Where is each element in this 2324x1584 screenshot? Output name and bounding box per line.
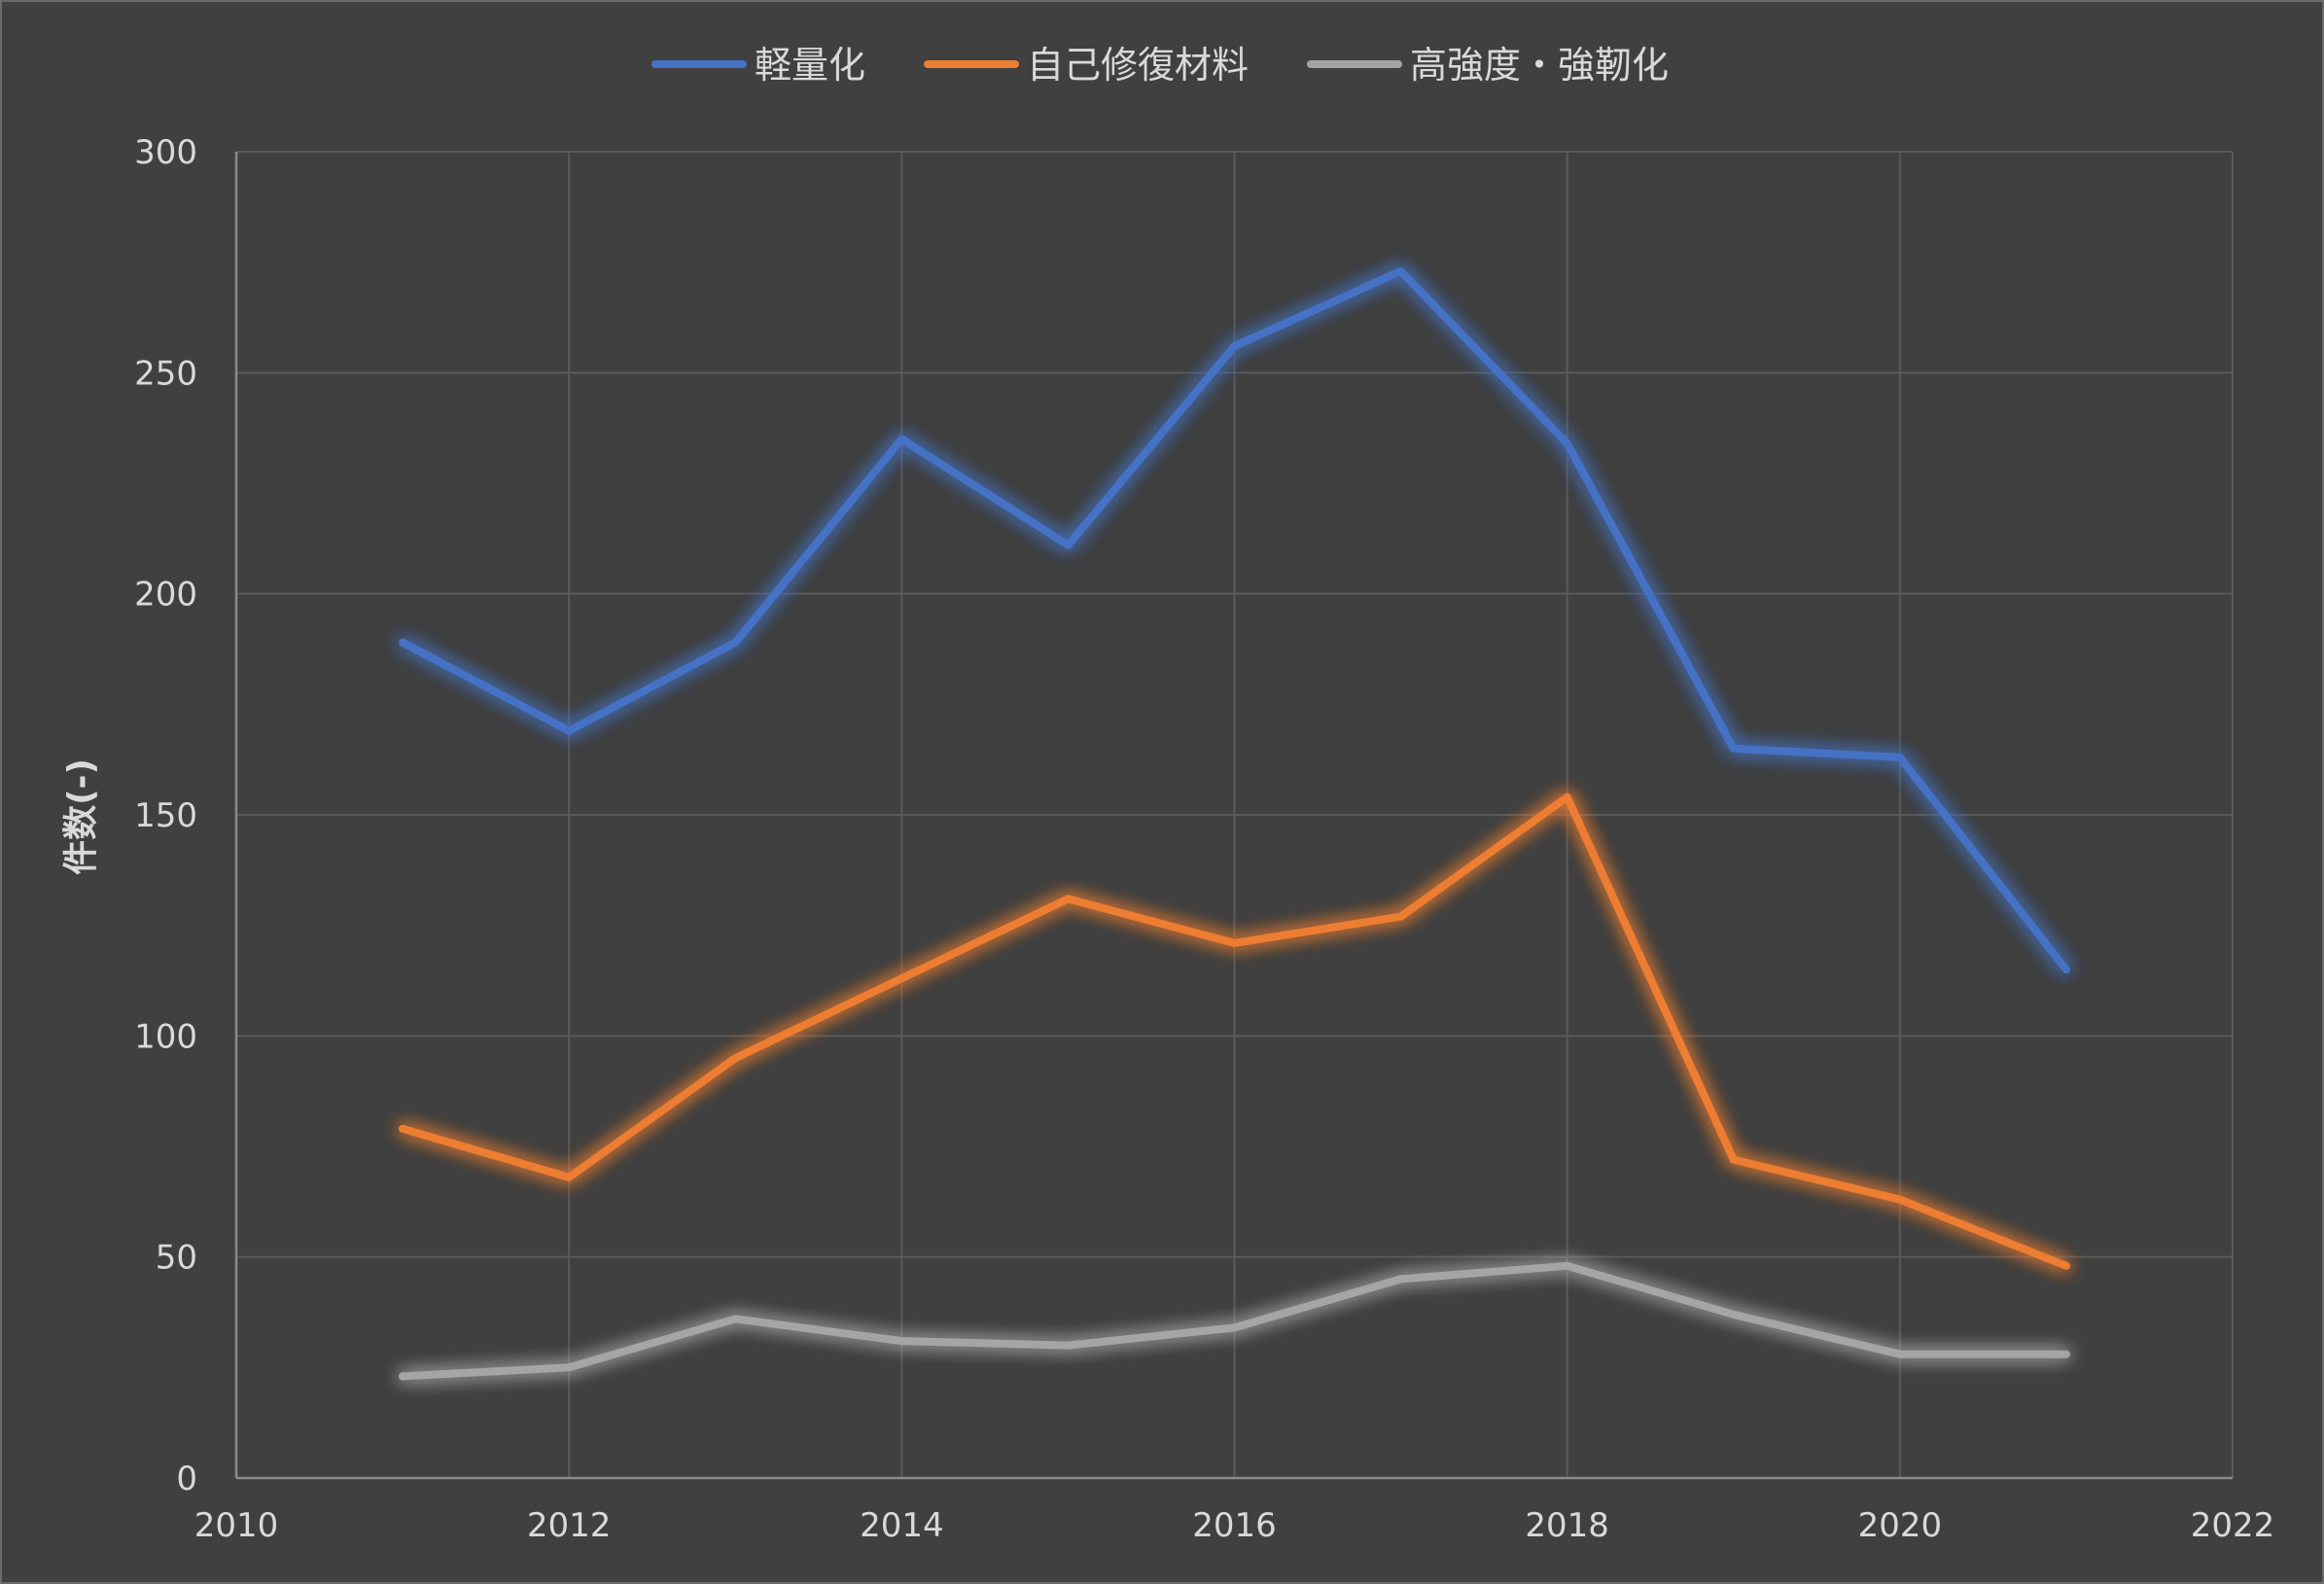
x-tick-label: 2020 [1858, 1506, 1943, 1545]
y-tick-label: 50 [156, 1239, 197, 1278]
data-point [1396, 266, 1405, 275]
legend-item-2: 自己修復材料 [924, 44, 1249, 87]
data-point [1563, 792, 1571, 801]
y-axis-title: 件数(-) [61, 758, 101, 875]
data-point [399, 1372, 407, 1381]
data-point [2061, 1261, 2070, 1270]
legend-item-1: 軽量化 [651, 44, 865, 87]
data-point [1230, 342, 1239, 351]
data-point [1895, 1195, 1904, 1204]
legend: 軽量化 自己修復材料 高強度・強靭化 [651, 44, 1669, 87]
data-point [1396, 1275, 1405, 1284]
data-point [2061, 1350, 2070, 1358]
data-point [898, 1337, 906, 1346]
y-tick-label: 150 [134, 796, 197, 835]
x-tick-label: 2016 [1192, 1506, 1277, 1545]
y-tick-label: 200 [134, 576, 197, 615]
data-point [1230, 938, 1239, 947]
data-point [898, 974, 906, 983]
data-point [731, 1315, 740, 1323]
data-point [1729, 744, 1738, 753]
data-point [1064, 1341, 1073, 1350]
data-point [565, 1173, 574, 1181]
legend-item-3: 高強度・強靭化 [1307, 44, 1669, 87]
legend-label: 軽量化 [755, 44, 865, 87]
data-point [565, 1363, 574, 1372]
axes: 0 50 100 150 200 250 300 2010 2012 2014 2016 2018 20… [134, 133, 2274, 1545]
y-tick-label: 300 [134, 133, 197, 172]
x-tick-label: 2022 [2191, 1506, 2275, 1545]
x-tick-label: 2010 [194, 1506, 279, 1545]
legend-label: 高強度・強靭化 [1410, 44, 1669, 87]
data-point [1729, 1155, 1738, 1164]
data-point [731, 638, 740, 647]
data-point [1563, 1261, 1571, 1270]
series [399, 266, 2070, 1381]
data-point [1064, 895, 1073, 903]
data-point [2061, 966, 2070, 974]
data-point [898, 435, 906, 443]
data-point [399, 638, 407, 647]
data-point [1895, 753, 1904, 761]
data-point [399, 1124, 407, 1133]
x-tick-label: 2012 [527, 1506, 612, 1545]
data-point [1729, 1310, 1738, 1319]
data-point [731, 1054, 740, 1063]
y-tick-label: 250 [134, 354, 197, 393]
data-point [565, 726, 574, 735]
x-tick-label: 2014 [860, 1506, 944, 1545]
data-point [1895, 1350, 1904, 1358]
data-point [1396, 912, 1405, 921]
data-point [1230, 1323, 1239, 1332]
data-point [1064, 541, 1073, 549]
x-tick-label: 2018 [1525, 1506, 1609, 1545]
grid [236, 151, 2234, 1478]
data-point [1563, 440, 1571, 448]
y-tick-label: 0 [176, 1460, 197, 1498]
y-tick-label: 100 [134, 1017, 197, 1056]
legend-label: 自己修復材料 [1027, 44, 1249, 87]
